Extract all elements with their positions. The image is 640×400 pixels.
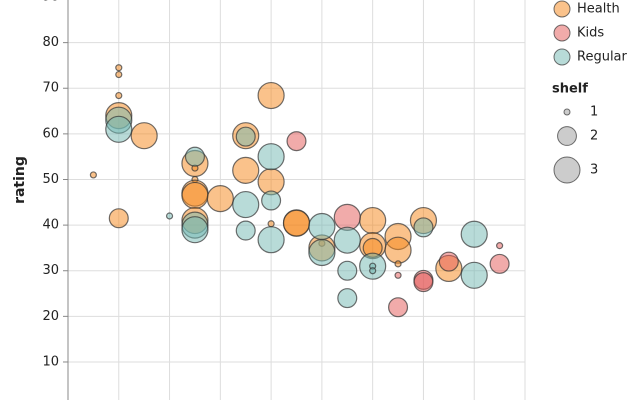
size-legend-label: 2 (590, 129, 598, 144)
bubble (165, 212, 174, 220)
bubble (115, 70, 123, 79)
y-tick-label: 20 (42, 309, 59, 324)
legend-label: Regular (577, 50, 628, 65)
y-tick-label: 50 (42, 172, 59, 187)
y-tick-label: 80 (42, 35, 59, 50)
bubble (384, 236, 412, 264)
size-legend-label: 3 (590, 163, 598, 178)
bubble (438, 251, 459, 272)
legend-swatch (553, 24, 571, 42)
bubble (232, 156, 260, 184)
bubble (257, 226, 285, 254)
bubble (257, 81, 285, 110)
bubble (261, 190, 282, 211)
bubble (337, 288, 358, 309)
bubble (89, 171, 97, 179)
bubble (282, 209, 311, 237)
bubble (108, 208, 129, 229)
bubble (181, 181, 209, 210)
bubble (206, 185, 234, 213)
bubble (267, 220, 275, 228)
legend-title: shelf (552, 82, 588, 97)
y-tick-label: 60 (42, 126, 59, 141)
y-axis-title: rating (12, 156, 28, 204)
bubble (337, 260, 358, 281)
legend-label: Health (577, 2, 620, 17)
size-swatch (557, 126, 577, 146)
bubble (181, 216, 209, 244)
y-tick-label: 90 (42, 0, 59, 5)
bubble (105, 115, 133, 143)
bubble (333, 226, 361, 254)
bubble (394, 260, 402, 268)
bubble (235, 220, 256, 241)
size-swatch (563, 108, 571, 116)
bubble (496, 242, 504, 250)
bubble (308, 212, 336, 241)
y-tick-label: 40 (42, 218, 59, 233)
legend-swatch (553, 0, 571, 18)
bubble (235, 126, 256, 147)
bubble (308, 238, 336, 267)
bubble (232, 190, 260, 219)
bubble (460, 220, 488, 248)
bubble (359, 206, 387, 235)
y-tick-label: 70 (42, 81, 59, 96)
bubble (184, 146, 205, 167)
legend-label: Kids (577, 26, 604, 41)
legend-swatch (553, 48, 571, 66)
size-legend-label: 1 (590, 105, 598, 120)
y-tick-label: 30 (42, 263, 59, 278)
bubble (413, 272, 434, 293)
bubble (115, 64, 123, 72)
bubble (460, 261, 488, 289)
bubble (369, 267, 377, 275)
size-swatch (553, 156, 581, 184)
bubble (130, 122, 158, 150)
bubble (115, 91, 123, 100)
bubble (333, 203, 361, 231)
bubble (286, 131, 307, 152)
bubble (413, 217, 434, 238)
bubble (257, 143, 285, 171)
bubble (489, 253, 510, 274)
bubble (388, 297, 409, 318)
bubble (394, 271, 402, 279)
y-tick-label: 10 (42, 354, 59, 369)
